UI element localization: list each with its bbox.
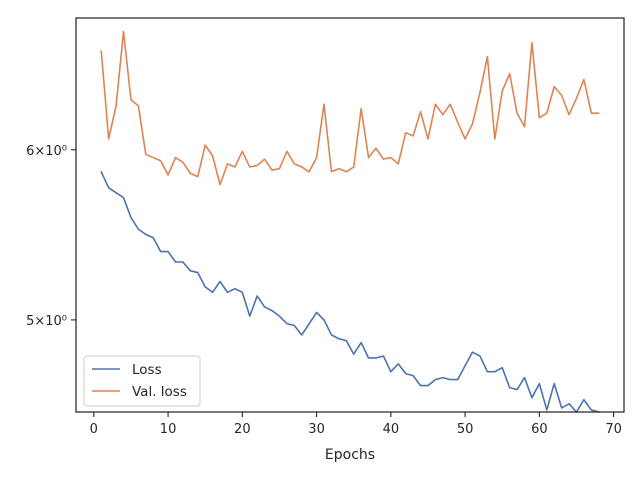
x-axis-label: Epochs [325,447,375,463]
x-tick-label: 10 [160,422,177,437]
series-line-val-loss [100,30,600,186]
x-tick-label: 20 [234,422,251,437]
x-tick-label: 60 [531,422,548,437]
series-line-loss [100,170,600,413]
y-tick-label: 6×10⁰ [26,144,67,159]
x-tick-label: 40 [383,422,400,437]
x-tick-label: 50 [457,422,474,437]
legend-label: Val. loss [132,384,187,400]
plot-frame [75,17,625,413]
legend-label: Loss [132,362,162,378]
x-tick-label: 0 [90,422,98,437]
y-tick-label: 5×10⁰ [26,314,67,329]
x-tick-label: 30 [308,422,325,437]
x-tick-label: 70 [605,422,622,437]
ticks-layer: 0 10 20 30 40 50 60 70 5×10⁰ 6×10⁰ [26,144,622,437]
series-layer [100,30,600,413]
legend: Loss Val. loss [83,355,201,407]
